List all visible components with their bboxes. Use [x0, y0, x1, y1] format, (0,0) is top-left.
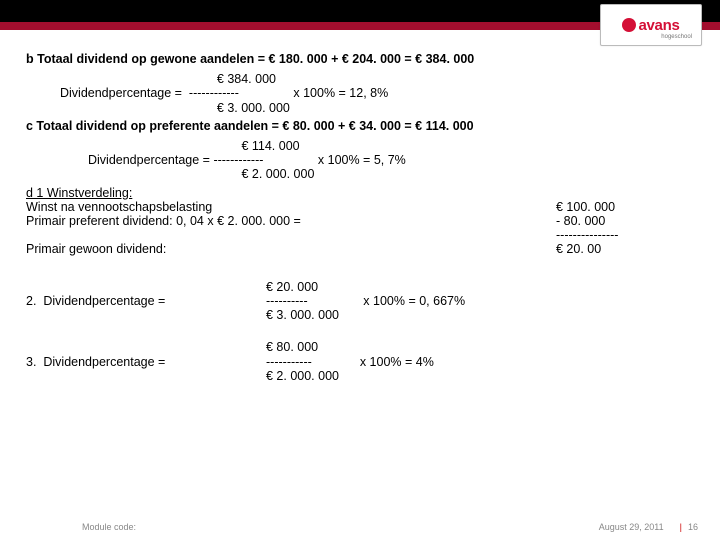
calc-c-den: € 2. 000. 000 [213, 167, 314, 181]
d1-line2: Primair preferent dividend: 0, 04 x € 2.… [26, 214, 301, 228]
calc-3: 3. Dividendpercentage = € 80. 000 ------… [26, 340, 700, 383]
footer: Module code: August 29, 2011 | 16 [0, 522, 720, 532]
slide-content: b Totaal dividend op gewone aandelen = €… [0, 30, 720, 383]
calc-2-label: 2. Dividendpercentage = [26, 294, 266, 308]
d1-r1: € 100. 000 [556, 200, 666, 214]
calc-b-rest: x 100% = 12, 8% [290, 86, 388, 100]
calc-b-num: € 384. 000 [189, 72, 290, 86]
calc-2-rest: x 100% = 0, 667% [339, 294, 465, 308]
calc-c-num: € 114. 000 [213, 139, 314, 153]
section-b-title: b Totaal dividend op gewone aandelen = €… [26, 52, 700, 66]
d1-line1: Winst na vennootschapsbelasting [26, 200, 212, 214]
footer-pagenum: 16 [688, 522, 698, 532]
calc-2-div: ---------- [266, 294, 339, 308]
calc-3-label: 3. Dividendpercentage = [26, 355, 266, 369]
d1-r4: € 20. 00 [556, 242, 666, 256]
d1-r3: --------------- [556, 228, 666, 242]
calc-b-den: € 3. 000. 000 [189, 101, 290, 115]
section-c-title: c Totaal dividend op preferente aandelen… [26, 119, 700, 133]
calc-b-div: ------------ [189, 86, 290, 100]
d1-heading: d 1 Winstverdeling: [26, 186, 700, 200]
footer-sep-icon: | [680, 522, 682, 532]
logo-dot-icon [622, 18, 636, 32]
calc-c-div: ------------ [213, 153, 314, 167]
calc-2-den: € 3. 000. 000 [266, 308, 339, 322]
footer-module: Module code: [22, 522, 599, 532]
footer-date: August 29, 2011 [599, 522, 664, 532]
d1-line3: Primair gewoon dividend: [26, 242, 166, 256]
logo-subtext: hogeschool [661, 34, 692, 40]
logo-text: avans [638, 17, 679, 34]
calc-3-div: ----------- [266, 355, 339, 369]
calc-c-rest: x 100% = 5, 7% [314, 153, 405, 167]
calc-3-rest: x 100% = 4% [339, 355, 434, 369]
calc-c: Dividendpercentage = € 114. 000 --------… [26, 139, 700, 182]
d1-r2: - 80. 000 [556, 214, 666, 228]
calc-b: Dividendpercentage = € 384. 000 --------… [26, 72, 700, 115]
calc-b-label: Dividendpercentage = [26, 86, 189, 100]
calc-3-den: € 2. 000. 000 [266, 369, 339, 383]
calc-3-num: € 80. 000 [266, 340, 339, 354]
d1-blank [26, 228, 29, 242]
section-d1: d 1 Winstverdeling: Winst na vennootscha… [26, 186, 700, 256]
brand-logo: avans hogeschool [600, 4, 702, 46]
calc-c-label: Dividendpercentage = [26, 153, 213, 167]
calc-2-num: € 20. 000 [266, 280, 339, 294]
calc-2: 2. Dividendpercentage = € 20. 000 ------… [26, 280, 700, 323]
